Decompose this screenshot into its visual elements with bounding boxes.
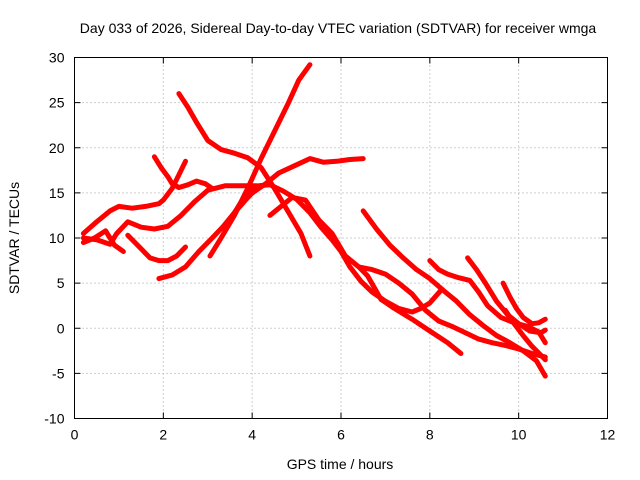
x-tick-label: 12 [600, 427, 616, 443]
y-axis-label: SDTVAR / TECUs [6, 182, 22, 294]
grid [74, 57, 608, 419]
chart-title: Day 033 of 2026, Sidereal Day-to-day VTE… [80, 20, 597, 36]
y-tick-label: 30 [49, 50, 65, 66]
plot-frame [74, 57, 608, 419]
y-tick-label: 5 [57, 275, 65, 291]
series-line-track-17 [502, 307, 548, 363]
y-tick-label: 20 [49, 140, 65, 156]
series-group [80, 62, 548, 379]
y-tick-label: -5 [52, 365, 65, 381]
x-tick-label: 0 [71, 427, 79, 443]
x-tick-label: 10 [511, 427, 527, 443]
x-tick-label: 8 [426, 427, 434, 443]
tick-labels: 0 2 4 6 8 10 12 -10 -5 0 5 10 15 20 25 30 [44, 50, 615, 443]
series-line-track-5 [125, 232, 188, 264]
y-tick-label: 25 [49, 95, 65, 111]
series-line-track-9 [227, 156, 366, 223]
series-line-track-13 [360, 208, 548, 379]
series-line-track-3 [80, 228, 126, 254]
series-line-track-11 [267, 194, 464, 356]
series-line-track-8 [207, 62, 313, 259]
x-axis-label: GPS time / hours [287, 456, 394, 472]
y-tick-label: 15 [49, 185, 65, 201]
series-line-track-4 [151, 154, 215, 191]
x-tick-label: 2 [159, 427, 167, 443]
series-line-track-14 [427, 258, 548, 346]
y-tick-label: -10 [44, 411, 64, 427]
x-tick-label: 6 [337, 427, 345, 443]
y-tick-label: 0 [57, 320, 65, 336]
x-tick-label: 4 [248, 427, 256, 443]
series-line-track-16 [500, 280, 548, 327]
y-tick-label: 10 [49, 230, 65, 246]
series-line-track-7 [176, 91, 313, 259]
